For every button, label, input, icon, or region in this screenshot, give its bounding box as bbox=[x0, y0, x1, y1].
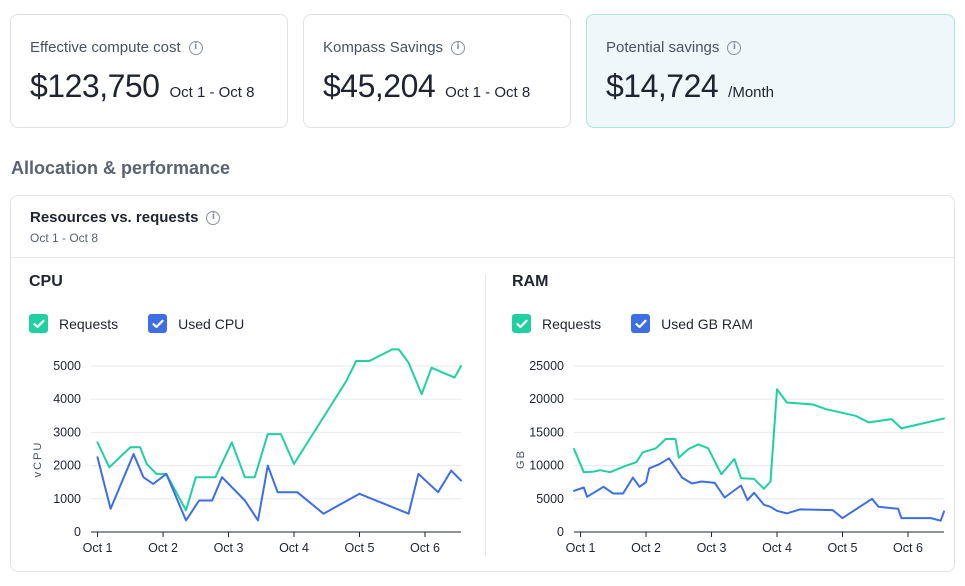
stat-label: Kompass Savings i bbox=[323, 39, 552, 56]
y-tick-label: 0 bbox=[74, 525, 81, 539]
legend-label: Used CPU bbox=[178, 315, 245, 332]
ram-chart: RAM Requests Used GB RAM 0 5000 10000 15000… bbox=[494, 258, 964, 573]
stat-row: $123,750 Oct 1 - Oct 8 bbox=[30, 68, 269, 105]
checkbox-checked-icon[interactable] bbox=[148, 314, 168, 333]
y-tick-label: 4000 bbox=[53, 392, 81, 406]
legend-label: Requests bbox=[59, 315, 119, 332]
legend-label: Requests bbox=[542, 315, 602, 332]
stat-range: Oct 1 - Oct 8 bbox=[169, 84, 255, 101]
y-tick-label: 2000 bbox=[53, 459, 81, 473]
stat-label: Potential savings i bbox=[606, 39, 936, 56]
checkbox-checked-icon[interactable] bbox=[512, 314, 531, 333]
series-line-used-gb-ram bbox=[573, 457, 945, 522]
x-tick-label: Oct 4 bbox=[279, 541, 309, 555]
section-title: Allocation & performance bbox=[11, 158, 231, 178]
stat-card-kompass-savings: Kompass Savings i $45,204 Oct 1 - Oct 8 bbox=[303, 14, 571, 128]
stat-value: $45,204 bbox=[323, 68, 436, 104]
x-tick-label: Oct 1 bbox=[566, 541, 596, 555]
stat-label-text: Effective compute cost bbox=[30, 39, 181, 56]
series-line-used-cpu bbox=[96, 453, 462, 522]
y-tick-label: 10000 bbox=[529, 459, 564, 473]
x-tick-label: Oct 3 bbox=[214, 541, 244, 555]
info-icon[interactable]: i bbox=[206, 210, 221, 225]
x-tick-label: Oct 4 bbox=[762, 541, 792, 555]
y-tick-label: 15000 bbox=[529, 425, 564, 439]
checkbox-checked-icon[interactable] bbox=[29, 314, 48, 333]
stat-range: /Month bbox=[728, 84, 775, 101]
legend-requests-toggle[interactable]: Requests bbox=[512, 314, 601, 333]
x-tick-label: Oct 5 bbox=[828, 541, 858, 555]
y-tick-label: 1000 bbox=[53, 492, 81, 506]
stat-range: Oct 1 - Oct 8 bbox=[445, 84, 531, 101]
cpu-chart: CPU Requests Used CPU 0 1000 2000 3000 4000 5… bbox=[11, 258, 481, 573]
info-icon[interactable]: i bbox=[188, 40, 203, 55]
x-tick-label: Oct 1 bbox=[83, 541, 113, 555]
y-tick-label: 0 bbox=[557, 525, 564, 539]
stat-row: $45,204 Oct 1 - Oct 8 bbox=[323, 68, 552, 105]
panel-date-range: Oct 1 - Oct 8 bbox=[30, 231, 99, 245]
stat-card-potential-savings: Potential savings i $14,724 /Month bbox=[586, 14, 955, 128]
resources-panel: Resources vs. requests i Oct 1 - Oct 8 C… bbox=[10, 195, 955, 572]
legend-used-toggle[interactable]: Used CPU bbox=[148, 314, 244, 333]
ram-line-chart: 0 5000 10000 15000 20000 25000 Oct 1 Oct 2 Oct 3… bbox=[515, 359, 945, 555]
ram-legend: Requests Used GB RAM bbox=[512, 314, 753, 333]
stat-card-compute-cost: Effective compute cost i $123,750 Oct 1 … bbox=[10, 14, 288, 128]
y-tick-label: 20000 bbox=[529, 392, 564, 406]
chart-divider bbox=[485, 274, 486, 556]
checkbox-checked-icon[interactable] bbox=[631, 314, 651, 333]
stat-label-text: Kompass Savings bbox=[323, 39, 444, 56]
cpu-chart-title: CPU bbox=[29, 273, 63, 290]
x-tick-label: Oct 5 bbox=[345, 541, 375, 555]
x-tick-label: Oct 3 bbox=[697, 541, 727, 555]
legend-used-toggle[interactable]: Used GB RAM bbox=[631, 314, 753, 333]
panel-title: Resources vs. requests i bbox=[30, 209, 954, 226]
y-tick-label: 5000 bbox=[536, 492, 564, 506]
stat-label: Effective compute cost i bbox=[30, 39, 269, 56]
y-tick-label: 25000 bbox=[529, 359, 564, 373]
y-tick-label: 3000 bbox=[53, 425, 81, 439]
y-axis-label: vCPU bbox=[32, 441, 44, 478]
panel-title-text: Resources vs. requests bbox=[30, 209, 199, 226]
cpu-legend: Requests Used CPU bbox=[29, 314, 244, 333]
panel-header: Resources vs. requests i Oct 1 - Oct 8 bbox=[11, 196, 954, 258]
info-icon[interactable]: i bbox=[727, 40, 742, 55]
y-tick-label: 5000 bbox=[53, 359, 81, 373]
series-line-requests bbox=[96, 348, 462, 512]
cpu-line-chart: 0 1000 2000 3000 4000 5000 Oct 1 Oct 2 Oct 3 Oct … bbox=[32, 348, 462, 555]
legend-requests-toggle[interactable]: Requests bbox=[29, 314, 118, 333]
stat-row: $14,724 /Month bbox=[606, 68, 936, 105]
x-tick-label: Oct 6 bbox=[893, 541, 923, 555]
ram-chart-title: RAM bbox=[512, 273, 549, 290]
stat-value: $14,724 bbox=[606, 68, 719, 104]
stat-label-text: Potential savings bbox=[606, 39, 720, 56]
x-tick-label: Oct 6 bbox=[410, 541, 440, 555]
y-axis-label: GB bbox=[515, 449, 527, 469]
series-line-requests bbox=[573, 388, 945, 490]
legend-label: Used GB RAM bbox=[661, 315, 753, 332]
info-icon[interactable]: i bbox=[451, 40, 466, 55]
x-tick-label: Oct 2 bbox=[148, 541, 178, 555]
x-tick-label: Oct 2 bbox=[631, 541, 661, 555]
stat-value: $123,750 bbox=[30, 68, 160, 104]
